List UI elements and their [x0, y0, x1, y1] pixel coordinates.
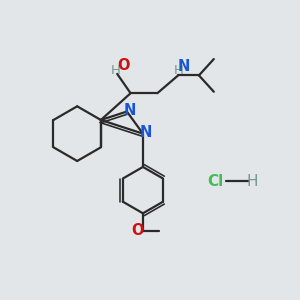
- Text: N: N: [140, 125, 152, 140]
- Text: H: H: [111, 64, 121, 77]
- Text: N: N: [177, 59, 190, 74]
- Text: N: N: [124, 103, 136, 118]
- Text: H: H: [247, 174, 258, 189]
- Text: H: H: [173, 64, 183, 77]
- Text: O: O: [117, 58, 129, 74]
- Text: Cl: Cl: [207, 174, 224, 189]
- Text: O: O: [131, 223, 144, 238]
